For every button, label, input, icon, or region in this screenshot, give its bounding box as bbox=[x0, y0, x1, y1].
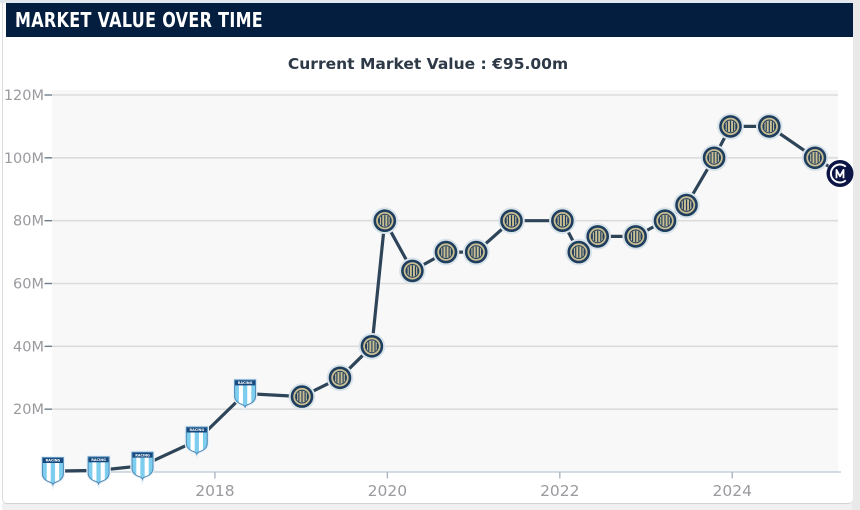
x-tick-label: 2020 bbox=[368, 482, 407, 500]
x-tick-label: 2022 bbox=[540, 482, 579, 500]
svg-text:RACING: RACING bbox=[91, 458, 106, 462]
inter-crest-icon[interactable] bbox=[498, 207, 525, 234]
inter-crest-icon[interactable] bbox=[700, 144, 728, 172]
inter-crest-icon[interactable] bbox=[673, 191, 700, 219]
inter-crest-icon[interactable] bbox=[326, 364, 354, 392]
svg-text:RACING: RACING bbox=[189, 428, 204, 432]
svg-text:RACING: RACING bbox=[46, 459, 61, 463]
y-tick-label: 120M bbox=[4, 88, 44, 104]
inter-crest-icon[interactable] bbox=[358, 332, 386, 360]
inter-crest-icon[interactable] bbox=[755, 113, 783, 140]
inter-crest-icon[interactable] bbox=[801, 144, 829, 172]
y-tick-label: 60M bbox=[13, 277, 44, 293]
x-tick-label: 2024 bbox=[713, 482, 752, 500]
inter-current-crest-icon[interactable] bbox=[825, 159, 855, 188]
inter-crest-icon[interactable] bbox=[432, 238, 460, 266]
svg-text:RACING: RACING bbox=[238, 381, 253, 385]
racing-crest-icon[interactable]: RACING bbox=[232, 378, 258, 413]
y-tick-label: 20M bbox=[13, 402, 44, 418]
y-tick-label: 100M bbox=[4, 151, 44, 167]
page-top-strip bbox=[0, 0, 852, 3]
inter-crest-icon[interactable] bbox=[399, 257, 426, 285]
x-tick-label: 2018 bbox=[195, 482, 234, 500]
inter-crest-icon[interactable] bbox=[371, 207, 399, 234]
inter-crest-icon[interactable] bbox=[462, 238, 490, 266]
racing-crest-icon[interactable]: RACING bbox=[130, 450, 155, 486]
y-tick-label: 40M bbox=[13, 339, 44, 355]
inter-crest-icon[interactable] bbox=[622, 223, 650, 250]
racing-crest-icon[interactable]: RACING bbox=[86, 455, 111, 490]
section-title: MARKET VALUE OVER TIME bbox=[15, 8, 264, 32]
racing-crest-icon[interactable]: RACING bbox=[40, 455, 66, 491]
svg-text:RACING: RACING bbox=[135, 453, 150, 457]
inter-crest-icon[interactable] bbox=[717, 113, 744, 140]
page-right-gutter bbox=[852, 0, 860, 510]
inter-crest-icon[interactable] bbox=[584, 223, 612, 250]
section-header: MARKET VALUE OVER TIME bbox=[6, 3, 853, 37]
inter-crest-icon[interactable] bbox=[288, 383, 316, 410]
y-tick-label: 80M bbox=[13, 214, 44, 230]
inter-crest-icon[interactable] bbox=[565, 238, 593, 266]
current-market-value-text: Current Market Value : €95.00m bbox=[287, 55, 569, 73]
racing-crest-icon[interactable]: RACING bbox=[184, 425, 210, 461]
page-bottom-gutter bbox=[2, 503, 852, 510]
inter-crest-icon[interactable] bbox=[651, 207, 679, 234]
inter-crest-icon[interactable] bbox=[549, 207, 576, 234]
